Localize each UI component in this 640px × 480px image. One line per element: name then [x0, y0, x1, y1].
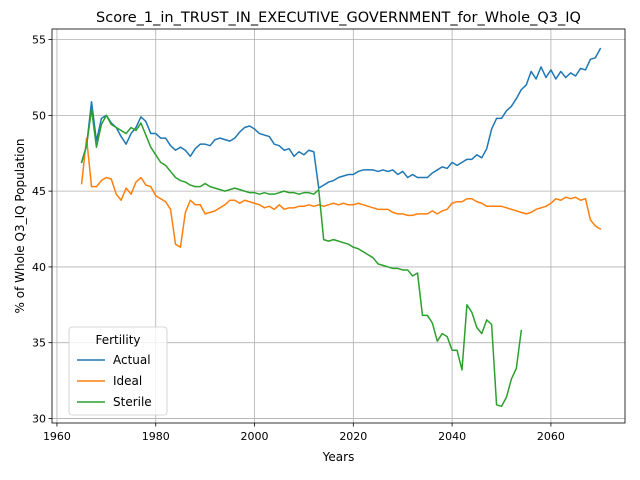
- y-axis-ticks: 30 35 40 45 50 55: [32, 34, 52, 425]
- y-tick-label: 40: [32, 261, 46, 274]
- chart-title: Score_1_in_TRUST_IN_EXECUTIVE_GOVERNMENT…: [96, 10, 581, 26]
- x-tick-label: 1960: [43, 430, 71, 443]
- x-axis-ticks: 1960 1980 2000 2020 2040 2060: [43, 423, 565, 443]
- y-tick-label: 35: [32, 337, 46, 350]
- axes-frame: [51, 28, 626, 424]
- legend-box: [68, 326, 168, 416]
- x-tick-label: 2040: [438, 430, 466, 443]
- series-line-sterile: [80, 108, 523, 408]
- legend-label-ideal: Ideal: [113, 374, 142, 388]
- legend: Fertility Actual Ideal Sterile: [68, 326, 168, 416]
- x-tick-label: 2000: [241, 430, 269, 443]
- y-tick-label: 30: [32, 412, 46, 425]
- legend-label-actual: Actual: [113, 353, 151, 367]
- y-axis-label: % of Whole Q3_IQ Population: [13, 139, 27, 314]
- x-tick-label: 2020: [339, 430, 367, 443]
- series-line-actual: [80, 47, 602, 189]
- legend-title: Fertility: [95, 333, 140, 347]
- legend-label-sterile: Sterile: [113, 395, 152, 409]
- series-line-ideal: [80, 137, 602, 248]
- series-lines: [80, 47, 602, 408]
- x-tick-label: 1980: [142, 430, 170, 443]
- x-tick-label: 2060: [537, 430, 565, 443]
- x-axis-label: Years: [322, 450, 355, 464]
- y-tick-label: 45: [32, 185, 46, 198]
- y-tick-label: 50: [32, 109, 46, 122]
- y-tick-label: 55: [32, 34, 46, 47]
